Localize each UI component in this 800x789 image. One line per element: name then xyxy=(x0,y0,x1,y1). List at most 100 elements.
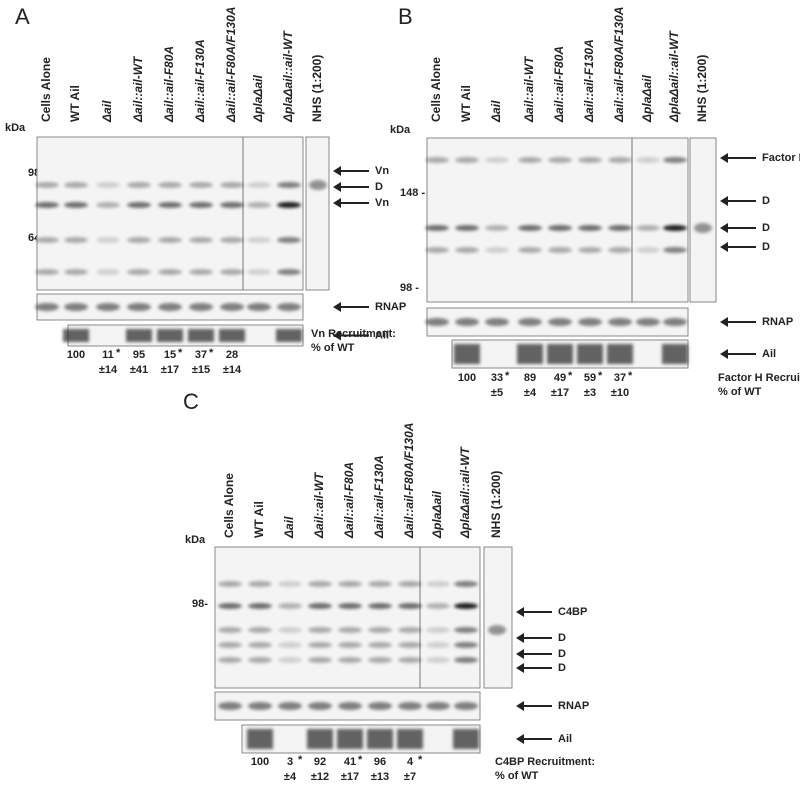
lane-label: Δail::ail-WT xyxy=(312,471,326,539)
recruitment-error: ±17 xyxy=(161,364,179,376)
band xyxy=(338,627,362,633)
recruitment-error: ±14 xyxy=(223,364,242,376)
band xyxy=(455,247,479,253)
band xyxy=(338,642,362,648)
band xyxy=(218,581,242,587)
arrow-label: D xyxy=(558,662,566,674)
blot xyxy=(36,136,304,291)
arrow-head xyxy=(720,242,728,252)
band xyxy=(607,344,633,364)
lane-label: Cells Alone xyxy=(429,57,443,122)
recruitment-error: ±10 xyxy=(611,387,629,399)
band xyxy=(663,247,687,253)
band xyxy=(220,303,244,311)
band xyxy=(248,702,272,710)
arrow-label: D xyxy=(558,632,566,644)
band xyxy=(96,303,120,311)
band xyxy=(127,202,151,208)
recruitment-error: ±5 xyxy=(491,387,503,399)
band xyxy=(454,627,478,633)
band xyxy=(663,157,687,163)
significance: * xyxy=(418,754,423,766)
band xyxy=(64,269,88,275)
arrow-head xyxy=(333,302,341,312)
band xyxy=(426,627,450,633)
arrow-head xyxy=(516,633,524,643)
band xyxy=(309,180,327,190)
band xyxy=(219,329,245,342)
recruitment-value: 100 xyxy=(67,349,85,361)
arrow-head xyxy=(720,317,728,327)
recruitment-value: 15 xyxy=(164,349,176,361)
band xyxy=(636,157,660,163)
caption: % of WT xyxy=(718,386,762,398)
band xyxy=(454,581,478,587)
band xyxy=(276,329,302,342)
significance: * xyxy=(568,370,573,382)
band xyxy=(518,157,542,163)
band xyxy=(220,269,244,275)
blot xyxy=(214,546,481,689)
lane-label: ΔplaΔail xyxy=(640,75,654,123)
band xyxy=(218,657,242,663)
recruitment-value: 3 xyxy=(287,756,293,768)
arrow-head xyxy=(516,734,524,744)
recruitment-error: ±17 xyxy=(551,387,569,399)
band xyxy=(426,702,450,710)
recruitment-error: ±4 xyxy=(524,387,537,399)
band xyxy=(454,642,478,648)
arrow-head xyxy=(516,649,524,659)
lane-label: Δail::ail-F80A/F130A xyxy=(224,7,238,123)
band xyxy=(455,157,479,163)
band xyxy=(308,657,332,663)
recruitment-value: 100 xyxy=(251,756,269,768)
band xyxy=(338,603,362,609)
band xyxy=(247,202,271,208)
lane-label: Δail::ail-F130A xyxy=(372,455,386,539)
nhs-blot xyxy=(689,137,717,303)
arrow-label: D xyxy=(762,222,770,234)
band xyxy=(248,657,272,663)
band xyxy=(308,702,332,710)
band xyxy=(308,627,332,633)
band xyxy=(278,702,302,710)
arrow-head xyxy=(333,182,341,192)
mw-marker: 98 - xyxy=(400,282,419,294)
band xyxy=(663,225,687,231)
arrow-head xyxy=(333,198,341,208)
lane-label: ΔplaΔail xyxy=(430,491,444,539)
band xyxy=(248,603,272,609)
arrow-label: D xyxy=(762,241,770,253)
significance: * xyxy=(628,370,633,382)
band xyxy=(397,729,423,749)
recruitment-value: 96 xyxy=(374,756,386,768)
arrow-head xyxy=(516,607,524,617)
band xyxy=(548,225,572,231)
band xyxy=(308,642,332,648)
band xyxy=(64,202,88,208)
caption: C4BP Recruitment: xyxy=(495,756,595,768)
band xyxy=(307,729,333,749)
band xyxy=(548,157,572,163)
arrow-label: Factor H xyxy=(762,152,800,164)
band xyxy=(578,157,602,163)
band xyxy=(96,237,120,243)
band xyxy=(547,344,573,364)
band xyxy=(218,603,242,609)
band xyxy=(158,269,182,275)
mw-marker: 148 - xyxy=(400,187,425,199)
band xyxy=(247,182,271,188)
recruitment-value: 41 xyxy=(344,756,356,768)
arrow-head xyxy=(516,663,524,673)
band xyxy=(425,157,449,163)
recruitment-value: 95 xyxy=(133,349,145,361)
band xyxy=(96,202,120,208)
arrow-label: Vn xyxy=(375,165,389,177)
lane-label: Δail::ail-F80A/F130A xyxy=(402,423,416,539)
lane-label: Δail::ail-F80A xyxy=(162,46,176,123)
arrow-label: D xyxy=(762,195,770,207)
band xyxy=(278,581,302,587)
recruitment-error: ±3 xyxy=(584,387,596,399)
band xyxy=(485,318,509,326)
